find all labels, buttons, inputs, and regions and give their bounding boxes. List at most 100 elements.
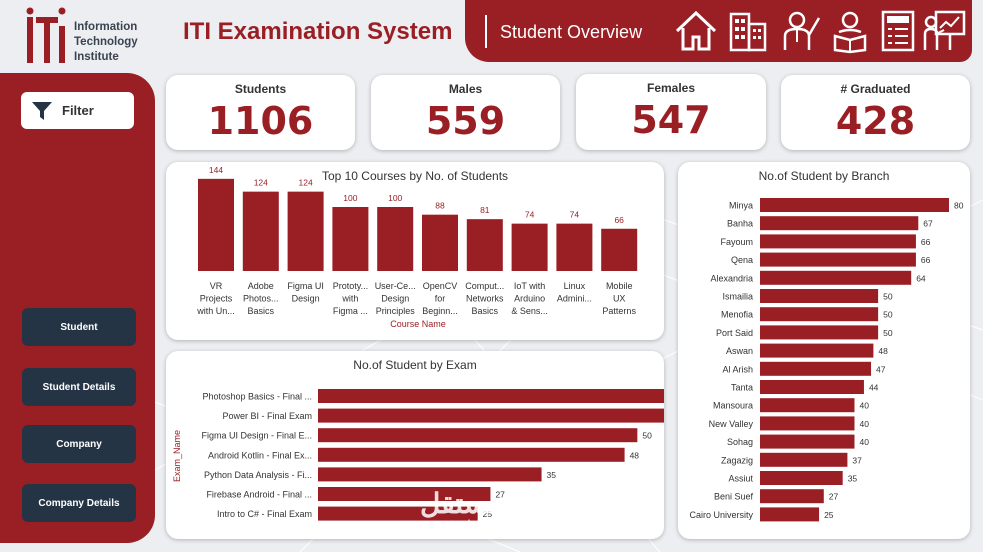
tick-label: Patterns — [602, 306, 636, 316]
student-reading-icon[interactable] — [827, 8, 873, 54]
bar — [760, 471, 843, 485]
data-label: 66 — [921, 255, 931, 265]
filter-icon — [32, 102, 52, 120]
tick-label: Menofia — [721, 310, 753, 320]
data-label: 48 — [630, 450, 640, 460]
data-label: 40 — [860, 401, 870, 411]
bar — [318, 487, 491, 501]
exam-bar-chart: 66Photoshop Basics - Final ...64Power BI… — [172, 389, 664, 521]
logo-line: Technology — [74, 36, 138, 48]
tick-label: Photos... — [243, 294, 279, 304]
tick-label: Design — [292, 294, 320, 304]
data-label: 67 — [923, 219, 933, 229]
tick-label: Alexandria — [710, 273, 753, 283]
watermark: مستقل mostaql.com — [420, 490, 504, 532]
tick-label: Intro to C# - Final Exam — [217, 509, 312, 519]
kpi-value: 1106 — [207, 99, 314, 143]
kpi-card-graduated: # Graduated 428 — [781, 75, 970, 150]
kpi-label: Males — [448, 82, 483, 96]
data-label: 80 — [954, 201, 964, 211]
bar — [287, 191, 324, 271]
home-icon[interactable] — [673, 8, 719, 54]
bar — [198, 178, 234, 271]
data-label: 25 — [824, 510, 834, 520]
kpi-label: Females — [646, 81, 696, 95]
data-label: 50 — [883, 292, 893, 302]
exam-icon[interactable] — [875, 8, 921, 54]
bar — [760, 325, 879, 340]
watermark-arabic: مستقل — [420, 488, 504, 519]
kpi-value: 547 — [631, 98, 711, 142]
bar — [760, 452, 848, 467]
tick-label: New Valley — [709, 419, 754, 429]
tick-label: Beginn... — [422, 306, 458, 316]
tick-label: Basics — [248, 306, 275, 316]
presentation-icon[interactable] — [922, 8, 968, 54]
bar — [760, 507, 820, 522]
tick-label: Principles — [376, 306, 416, 316]
bar — [760, 307, 879, 322]
branch-chart-card: No.of Student by Branch 80 Minya 67 Banha 66… — [678, 162, 970, 539]
bar — [760, 270, 912, 285]
filter-label: Filter — [62, 103, 94, 118]
page-title: Student Overview — [500, 22, 643, 42]
tick-label: IoT with — [514, 281, 545, 291]
logo-line: Information — [74, 21, 138, 33]
tick-label: Zagazig — [721, 455, 753, 465]
data-label: 66 — [921, 237, 931, 247]
filter-button[interactable]: Filter — [21, 92, 134, 129]
sidebar: Filter Student Student Details Company C… — [0, 73, 155, 543]
nav-student-button[interactable]: Student — [22, 308, 136, 346]
tick-label: Arduino — [514, 294, 545, 304]
tick-label: Mobile — [606, 281, 633, 291]
data-label: 25 — [483, 509, 493, 519]
kpi-value: 428 — [835, 99, 916, 143]
data-label: 50 — [883, 310, 893, 320]
branch-bar-chart: 80 Minya 67 Banha 66 Fayoum 66 Qena 64 Alexandria… — [689, 198, 964, 522]
tick-label: Al Arish — [722, 364, 753, 374]
tick-label: & Sens... — [511, 306, 548, 316]
tick-label: for — [435, 294, 446, 304]
axis-label: Course Name — [390, 319, 446, 329]
data-label: 47 — [876, 364, 886, 374]
chart-title: Top 10 Courses by No. of Students — [321, 169, 509, 183]
instructor-icon[interactable] — [777, 8, 823, 54]
bar — [318, 447, 625, 462]
kpi-value: 559 — [425, 99, 506, 143]
bar — [760, 289, 879, 303]
data-label: 27 — [829, 492, 839, 502]
bar — [760, 216, 919, 231]
bar — [318, 467, 542, 482]
tick-label: UX — [613, 294, 626, 304]
bar — [760, 434, 855, 449]
data-label: 35 — [848, 474, 858, 484]
tick-label: Cairo University — [689, 510, 753, 520]
nav-student-details-button[interactable]: Student Details — [22, 368, 136, 406]
chart-title: No.of Student by Exam — [353, 358, 477, 372]
data-label: 44 — [869, 383, 879, 393]
data-label: 48 — [878, 346, 888, 356]
watermark-latin: mostaql.com — [425, 517, 499, 532]
tick-label: Minya — [729, 201, 753, 211]
data-label: 144 — [209, 165, 223, 175]
tick-label: VR — [210, 281, 223, 291]
data-label: 124 — [299, 178, 313, 188]
tick-label: Adobe — [248, 281, 274, 291]
tick-label: with Un... — [196, 306, 235, 316]
bar — [760, 361, 872, 376]
bar — [760, 343, 874, 358]
bar — [318, 408, 664, 423]
data-label: 88 — [435, 201, 445, 211]
tick-label: Qena — [731, 255, 753, 265]
axis-label: Exam_Name — [172, 430, 182, 482]
tick-label: OpenCV — [423, 281, 458, 291]
iti-logo: Information Technology Institute — [24, 6, 164, 68]
tick-label: Tanta — [731, 383, 753, 393]
data-label: 37 — [852, 455, 862, 465]
data-label: 40 — [860, 437, 870, 447]
nav-company-button[interactable]: Company — [22, 425, 136, 463]
tick-label: Basics — [472, 306, 499, 316]
building-icon[interactable] — [725, 8, 771, 54]
tick-label: User-Ce... — [375, 281, 416, 291]
nav-company-details-button[interactable]: Company Details — [22, 484, 136, 522]
